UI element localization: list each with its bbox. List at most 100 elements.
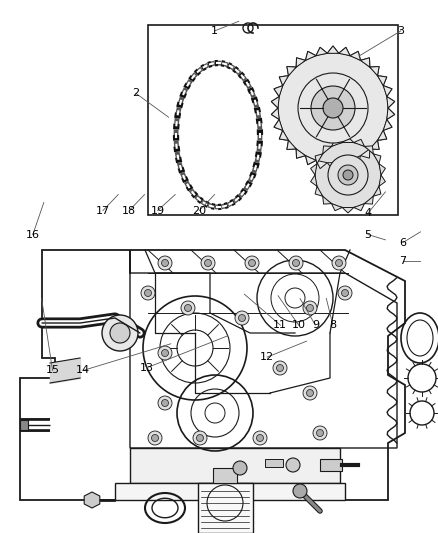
Polygon shape — [370, 67, 379, 76]
Circle shape — [286, 458, 300, 472]
Polygon shape — [364, 196, 373, 204]
Polygon shape — [378, 131, 387, 140]
Polygon shape — [342, 207, 354, 213]
Polygon shape — [364, 146, 373, 154]
Circle shape — [338, 165, 358, 185]
Circle shape — [158, 346, 172, 360]
Circle shape — [158, 396, 172, 410]
Text: 16: 16 — [26, 230, 40, 239]
Circle shape — [158, 256, 172, 270]
Circle shape — [102, 315, 138, 351]
Text: 2: 2 — [132, 88, 139, 98]
Circle shape — [162, 350, 169, 357]
Bar — [148, 25, 398, 215]
Polygon shape — [327, 163, 339, 170]
Circle shape — [193, 431, 207, 445]
Circle shape — [273, 361, 287, 375]
Polygon shape — [360, 149, 370, 158]
Text: 6: 6 — [399, 238, 406, 247]
Circle shape — [289, 256, 303, 270]
Bar — [213, 468, 237, 483]
Polygon shape — [84, 492, 100, 508]
Circle shape — [303, 301, 317, 315]
Bar — [20, 420, 28, 430]
Circle shape — [313, 426, 327, 440]
Text: 3: 3 — [397, 26, 404, 36]
Circle shape — [235, 311, 249, 325]
Text: 13: 13 — [140, 363, 154, 373]
Text: 17: 17 — [96, 206, 110, 215]
Circle shape — [162, 260, 169, 266]
Polygon shape — [271, 108, 279, 119]
Text: 9: 9 — [312, 320, 319, 330]
Text: 18: 18 — [122, 206, 136, 215]
Polygon shape — [287, 140, 296, 149]
Polygon shape — [316, 47, 327, 55]
Polygon shape — [274, 119, 283, 131]
Polygon shape — [323, 146, 332, 154]
Text: 15: 15 — [46, 366, 60, 375]
Circle shape — [205, 260, 212, 266]
Polygon shape — [323, 196, 332, 204]
Polygon shape — [316, 160, 327, 168]
Circle shape — [181, 301, 195, 315]
Polygon shape — [387, 96, 395, 108]
Circle shape — [148, 431, 162, 445]
Polygon shape — [342, 137, 354, 142]
Polygon shape — [378, 76, 387, 86]
Bar — [320, 459, 342, 471]
Text: 1: 1 — [211, 26, 218, 36]
Polygon shape — [296, 149, 305, 158]
Circle shape — [323, 98, 343, 118]
Polygon shape — [379, 175, 385, 187]
Polygon shape — [311, 175, 317, 187]
Polygon shape — [279, 131, 289, 140]
Polygon shape — [379, 164, 385, 175]
Polygon shape — [271, 96, 279, 108]
Circle shape — [152, 434, 159, 441]
Circle shape — [328, 155, 368, 195]
Polygon shape — [370, 140, 379, 149]
Circle shape — [141, 286, 155, 300]
Bar — [265, 459, 283, 467]
Circle shape — [293, 260, 300, 266]
Polygon shape — [332, 204, 342, 211]
Text: 11: 11 — [273, 320, 287, 330]
Polygon shape — [315, 154, 323, 164]
Circle shape — [342, 289, 349, 296]
Polygon shape — [373, 187, 381, 196]
Circle shape — [239, 314, 246, 321]
Polygon shape — [305, 51, 316, 60]
Circle shape — [245, 256, 259, 270]
Polygon shape — [274, 86, 283, 96]
Polygon shape — [279, 76, 289, 86]
Polygon shape — [315, 187, 323, 196]
Text: 12: 12 — [260, 352, 274, 362]
Circle shape — [293, 484, 307, 498]
Polygon shape — [311, 164, 317, 175]
Polygon shape — [339, 47, 350, 55]
Circle shape — [110, 323, 130, 343]
Circle shape — [343, 170, 353, 180]
Polygon shape — [350, 51, 360, 60]
Polygon shape — [287, 67, 296, 76]
Circle shape — [197, 434, 204, 441]
Polygon shape — [20, 250, 405, 500]
Text: 5: 5 — [364, 230, 371, 239]
Circle shape — [311, 86, 355, 130]
Polygon shape — [332, 139, 342, 147]
Polygon shape — [387, 108, 395, 119]
Circle shape — [303, 386, 317, 400]
Polygon shape — [327, 46, 339, 53]
Circle shape — [315, 142, 381, 208]
Polygon shape — [115, 483, 345, 500]
Circle shape — [278, 53, 388, 163]
Circle shape — [307, 390, 314, 397]
Circle shape — [248, 260, 255, 266]
Circle shape — [253, 431, 267, 445]
Circle shape — [257, 434, 264, 441]
Text: 19: 19 — [151, 206, 165, 215]
Text: 14: 14 — [76, 366, 90, 375]
Bar — [198, 483, 253, 533]
Circle shape — [276, 365, 283, 372]
